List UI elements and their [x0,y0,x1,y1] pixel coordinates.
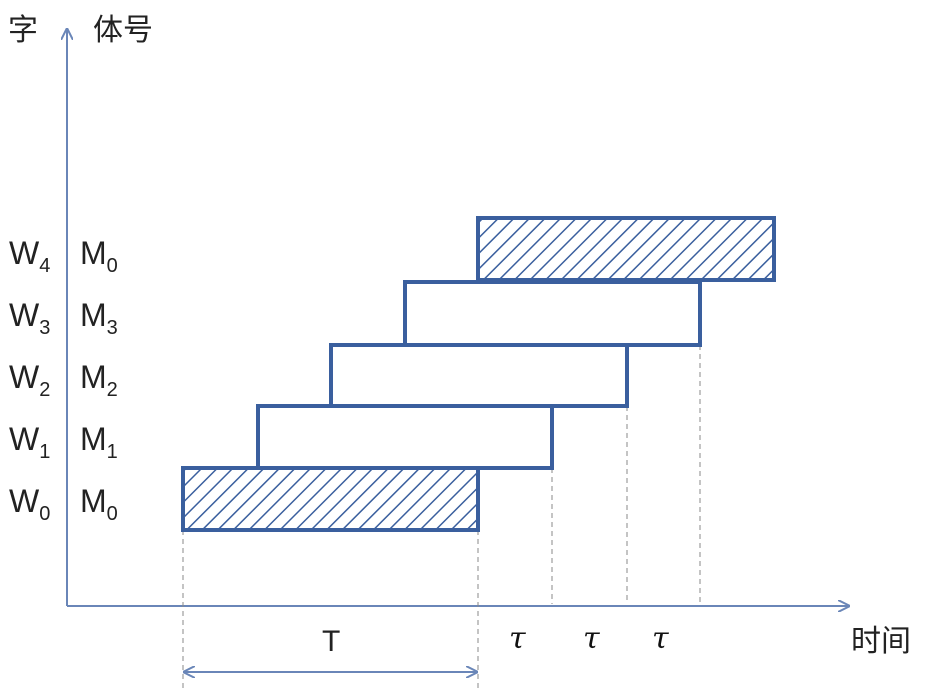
x-axis-title: 时间 [851,624,911,659]
y-axis-title-right: 体号 [93,13,153,48]
delay-label: τ [583,621,600,656]
bar-w2-m2 [329,343,629,408]
row-bank-label: M0 [80,235,118,277]
bar-w1-m1 [256,404,554,470]
row-bank-label: M1 [80,421,118,463]
row-word-label: W4 [9,235,50,277]
row-word-label: W0 [9,483,50,525]
row-bank-label: M0 [80,483,118,525]
row-word-label: W1 [9,421,50,463]
row-bank-label: M3 [80,297,118,339]
bar-w3-m3 [403,280,702,347]
bar-w4-m0 [476,216,776,282]
period-label: T [322,625,340,658]
row-word-label: W2 [9,359,50,401]
bar-w0-m0 [181,466,480,532]
row-bank-label: M2 [80,359,118,401]
delay-label: τ [509,621,526,656]
row-word-label: W3 [9,297,50,339]
y-axis-title-left: 字 [8,13,38,48]
delay-label: τ [652,621,669,656]
